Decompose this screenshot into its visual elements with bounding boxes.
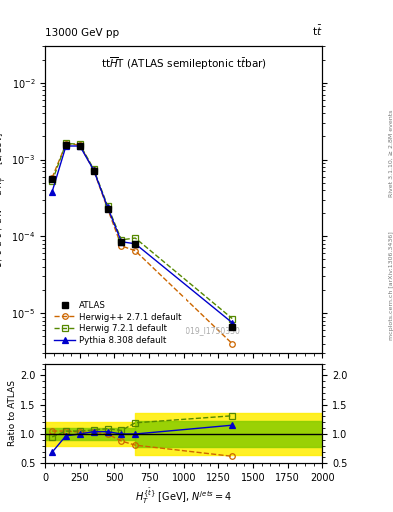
Herwig 7.2.1 default: [64, 140, 68, 146]
ATLAS: [105, 205, 110, 211]
Pythia 8.308 default: [50, 189, 55, 195]
Herwig++ 2.7.1 default: [133, 248, 138, 254]
Herwig++ 2.7.1 default: [230, 340, 235, 347]
Line: Pythia 8.308 default: Pythia 8.308 default: [50, 143, 235, 326]
Herwig 7.2.1 default: [91, 166, 96, 172]
ATLAS: [64, 142, 68, 148]
Herwig++ 2.7.1 default: [64, 141, 68, 147]
X-axis label: $H_T^{\{\bar{t}\}}$ [GeV], $N^{jets} = 4$: $H_T^{\{\bar{t}\}}$ [GeV], $N^{jets} = 4…: [135, 487, 232, 506]
Herwig 7.2.1 default: [133, 235, 138, 241]
Pythia 8.308 default: [91, 167, 96, 173]
ATLAS: [133, 241, 138, 247]
Pythia 8.308 default: [77, 143, 82, 149]
Pythia 8.308 default: [230, 319, 235, 326]
Y-axis label: Ratio to ATLAS: Ratio to ATLAS: [8, 380, 17, 446]
Text: 13000 GeV pp: 13000 GeV pp: [45, 28, 119, 38]
Pythia 8.308 default: [105, 204, 110, 210]
Herwig++ 2.7.1 default: [105, 205, 110, 211]
Herwig++ 2.7.1 default: [50, 175, 55, 181]
Herwig 7.2.1 default: [50, 178, 55, 184]
ATLAS: [77, 143, 82, 149]
Text: mcplots.cern.ch [arXiv:1306.3436]: mcplots.cern.ch [arXiv:1306.3436]: [389, 231, 393, 340]
Line: ATLAS: ATLAS: [50, 142, 235, 330]
Pythia 8.308 default: [64, 143, 68, 149]
Herwig 7.2.1 default: [105, 203, 110, 209]
Pythia 8.308 default: [119, 239, 124, 245]
Legend: ATLAS, Herwig++ 2.7.1 default, Herwig 7.2.1 default, Pythia 8.308 default: ATLAS, Herwig++ 2.7.1 default, Herwig 7.…: [50, 296, 185, 349]
Pythia 8.308 default: [133, 241, 138, 247]
Y-axis label: 1 / $\sigma$ d$^2\sigma$ / d $N^{jets}$ d $H_T^{\{\bar{t}\}}$  [1/GeV]: 1 / $\sigma$ d$^2\sigma$ / d $N^{jets}$ …: [0, 132, 9, 268]
Text: ATLAS_2019_I1750330: ATLAS_2019_I1750330: [154, 326, 241, 335]
ATLAS: [119, 239, 124, 245]
ATLAS: [230, 325, 235, 331]
Line: Herwig++ 2.7.1 default: Herwig++ 2.7.1 default: [50, 141, 235, 347]
Herwig++ 2.7.1 default: [119, 243, 124, 249]
Herwig 7.2.1 default: [77, 141, 82, 147]
Herwig++ 2.7.1 default: [77, 142, 82, 148]
Line: Herwig 7.2.1 default: Herwig 7.2.1 default: [50, 141, 235, 322]
Herwig++ 2.7.1 default: [91, 167, 96, 174]
Herwig 7.2.1 default: [119, 237, 124, 243]
ATLAS: [91, 168, 96, 175]
ATLAS: [50, 177, 55, 183]
Text: tt$\overline{H}$T (ATLAS semileptonic t$\bar{t}$bar): tt$\overline{H}$T (ATLAS semileptonic t$…: [101, 55, 266, 72]
Text: Rivet 3.1.10, ≥ 2.8M events: Rivet 3.1.10, ≥ 2.8M events: [389, 110, 393, 197]
Text: t$\bar{t}$: t$\bar{t}$: [312, 24, 322, 38]
Herwig 7.2.1 default: [230, 315, 235, 322]
